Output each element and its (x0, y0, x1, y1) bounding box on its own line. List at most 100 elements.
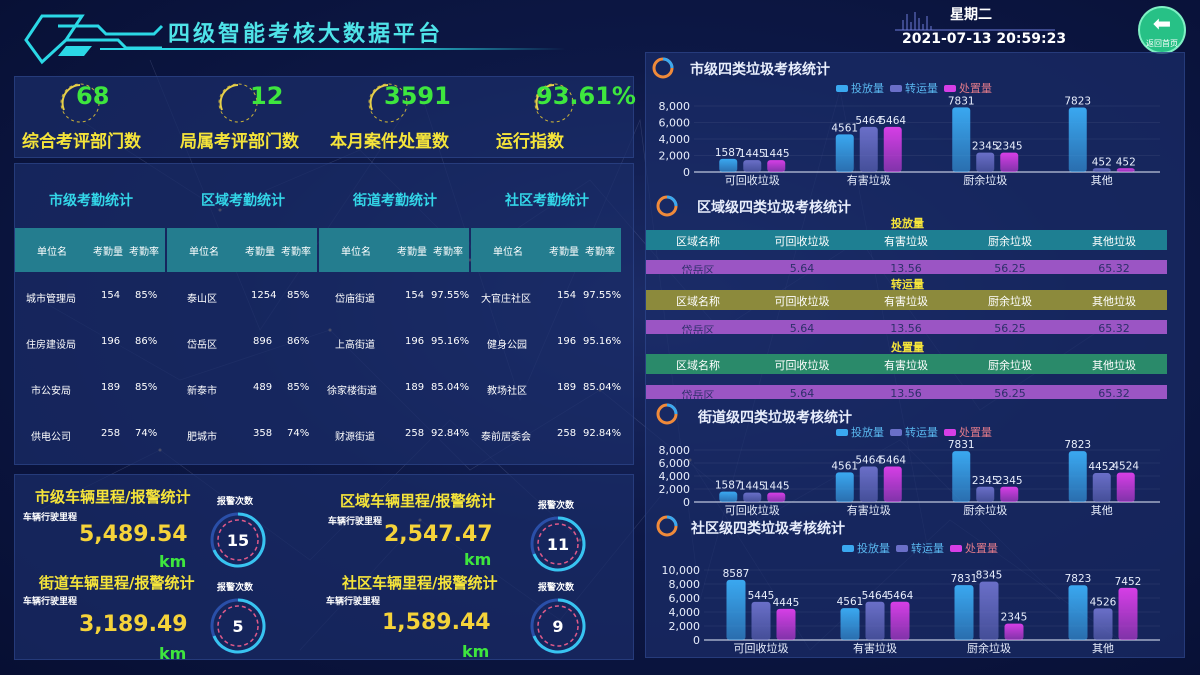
table-row: 泰山区 1254 85% (167, 290, 319, 310)
cell: 258 (101, 428, 121, 439)
data-label: 7831 (948, 95, 975, 107)
cell: 住房建设局 (26, 340, 76, 351)
cell: 新泰市 (187, 386, 217, 397)
col-header: 有害垃圾 (884, 359, 928, 372)
home-button[interactable]: ⬅ 返回首页 (1138, 6, 1186, 54)
data-label: 4526 (1090, 596, 1117, 608)
x-tick-label: 有害垃圾 (847, 503, 891, 517)
attendance-panel: 市级考勤统计 单位名 考勤量 考勤率 城市管理局 154 85% 住房建设局 196 8… (14, 163, 634, 465)
col-header: 单位名 (493, 247, 523, 258)
cell: 56.25 (994, 322, 1026, 334)
col-header: 单位名 (341, 247, 371, 258)
cell: 65.32 (1098, 322, 1130, 334)
cell: 189 (405, 382, 425, 393)
mileage-label: 车辆行驶里程 (326, 597, 381, 607)
x-tick-label: 其他 (1091, 174, 1113, 187)
x-tick-label: 有害垃圾 (847, 173, 891, 187)
table-title: 街道考勤统计 (353, 193, 437, 209)
bar (767, 492, 786, 502)
table-header: 单位名 考勤量 考勤率 (471, 228, 621, 272)
bar (890, 601, 910, 640)
kpi-panel (14, 76, 634, 158)
table-row: 岱庙街道 154 97.55% (319, 290, 471, 310)
cell: 86% (135, 336, 158, 347)
cell: 65.32 (1098, 387, 1130, 399)
legend-swatch (842, 545, 854, 552)
alarm-gauge (530, 516, 586, 572)
cell: 92.84% (431, 428, 470, 439)
bar (976, 486, 995, 502)
y-tick-label: 0 (683, 166, 690, 179)
y-tick-label: 2,000 (669, 620, 701, 633)
bar (1004, 623, 1024, 640)
mileage-unit: km (159, 552, 187, 571)
region-table-row: 岱岳区 5.64 13.56 56.25 65.32 (646, 320, 1167, 334)
bar (1092, 168, 1111, 172)
data-label: 7823 (1065, 573, 1092, 585)
alarm-count: 15 (226, 531, 250, 550)
bar (1092, 473, 1111, 502)
table-row: 徐家楼街道 189 85.04% (319, 382, 471, 402)
cell: 岱岳区 (681, 264, 715, 274)
cell: 85% (135, 290, 158, 301)
col-header: 可回收垃圾 (774, 235, 830, 248)
cell: 泰山区 (187, 294, 217, 305)
cell: 489 (253, 382, 273, 393)
y-tick-label: 2,000 (659, 483, 691, 496)
cell: 74% (287, 428, 310, 439)
legend-swatch (896, 545, 908, 552)
data-label: 5464 (879, 454, 906, 466)
data-label: 1445 (763, 481, 790, 493)
y-tick-label: 0 (683, 496, 690, 509)
cell: 5.64 (789, 322, 815, 334)
region-table-row: 岱岳区 5.64 13.56 56.25 65.32 (646, 385, 1167, 399)
cell: 189 (101, 382, 121, 393)
alarm-label: 报警次数 (538, 501, 575, 511)
table-title: 区域考勤统计 (201, 193, 285, 209)
data-label: 7831 (951, 573, 978, 585)
weekday: 星期二 (950, 7, 992, 23)
cell: 65.32 (1098, 262, 1130, 274)
bar (865, 601, 885, 640)
back-arrow-icon: ⬅ (1152, 12, 1172, 37)
cell: 85.04% (431, 382, 470, 393)
cell: 岱岳区 (187, 340, 217, 351)
data-label: 4452 (1088, 461, 1115, 473)
table-row: 肥城市 358 74% (167, 428, 319, 448)
col-header: 其他垃圾 (1092, 295, 1136, 308)
cell: 85% (287, 290, 310, 301)
bar (952, 107, 971, 172)
y-tick-label: 0 (693, 634, 700, 647)
region-table-header: 区域名称 可回收垃圾 有害垃圾 厨余垃圾 其他垃圾 (646, 290, 1167, 310)
y-tick-label: 4,000 (669, 606, 701, 619)
bar (859, 466, 878, 502)
cell: 196 (557, 336, 577, 347)
cell: 86% (287, 336, 310, 347)
legend-label: 转运量 (905, 425, 938, 439)
mileage-value: 1,589.44 (382, 610, 491, 635)
col-header: 厨余垃圾 (988, 359, 1032, 372)
cell: 97.55% (583, 290, 622, 301)
kpi-label: 本月案件处置数 (330, 132, 449, 152)
bar (1000, 486, 1019, 502)
table-row: 教场社区 189 85.04% (471, 382, 623, 402)
col-header: 可回收垃圾 (774, 295, 830, 308)
cell: 154 (405, 290, 425, 301)
pie-icon (656, 195, 678, 217)
cell: 上高街道 (335, 340, 375, 351)
data-label: 2345 (972, 475, 999, 487)
data-label: 7452 (1115, 576, 1142, 588)
mileage-unit: km (159, 644, 187, 663)
datetime: 2021-07-13 20:59:23 (902, 31, 1067, 47)
cell: 1254 (251, 290, 277, 301)
pie-icon (656, 403, 678, 425)
cell: 85% (287, 382, 310, 393)
table-row: 供电公司 258 74% (15, 428, 167, 448)
col-header: 单位名 (37, 247, 67, 258)
bar (743, 160, 762, 172)
bar (952, 451, 971, 502)
region-table-header: 区域名称 可回收垃圾 有害垃圾 厨余垃圾 其他垃圾 (646, 354, 1167, 374)
data-label: 4561 (831, 460, 858, 472)
data-label: 7831 (948, 439, 975, 451)
bar (719, 158, 738, 172)
